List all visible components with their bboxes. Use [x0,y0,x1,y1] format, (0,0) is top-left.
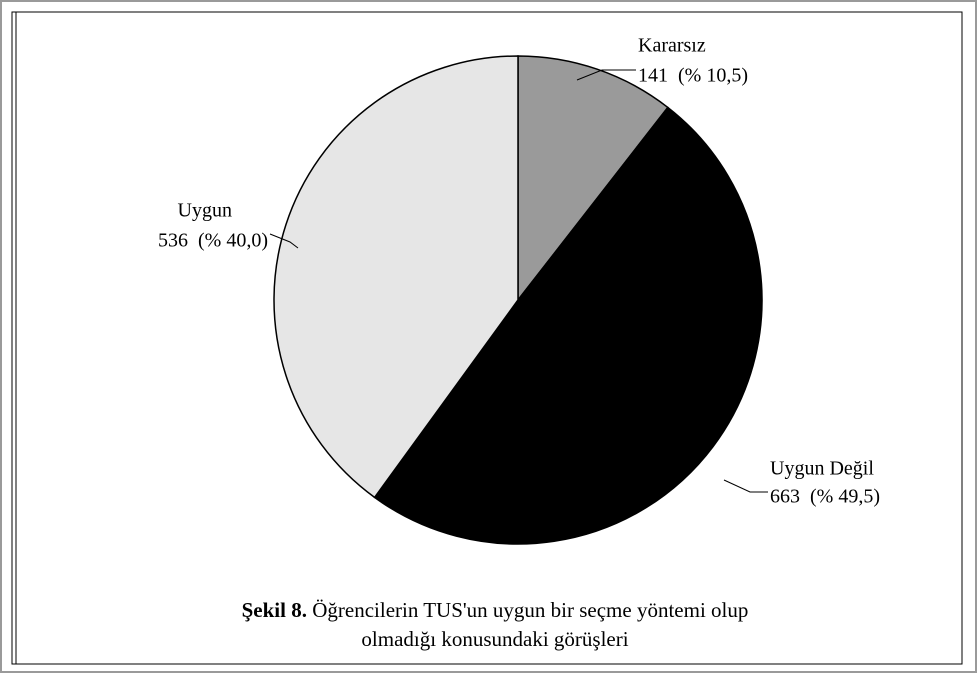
slice-label: Uygun Değil [770,458,874,480]
value-label: 141 (% 10,5) [638,65,748,87]
frame [11,11,963,665]
value-label: 536 (% 40,0) [158,230,268,252]
pie-slice [373,106,763,545]
leader-line [723,479,768,493]
caption-label: Şekil 8. [241,598,307,622]
pie-slice [517,55,669,303]
leader-line [269,233,299,249]
value-label: 663 (% 49,5) [770,486,880,508]
pie-slice [273,55,519,499]
slice-label: Kararsız [638,35,706,57]
caption: Şekil 8. Öğrencilerin TUS'un uygun bir s… [230,596,760,654]
leader-line [576,69,636,81]
slice-label: Uygun [178,200,232,222]
caption-text: Öğrencilerin TUS'un uygun bir seçme yönt… [312,598,749,651]
